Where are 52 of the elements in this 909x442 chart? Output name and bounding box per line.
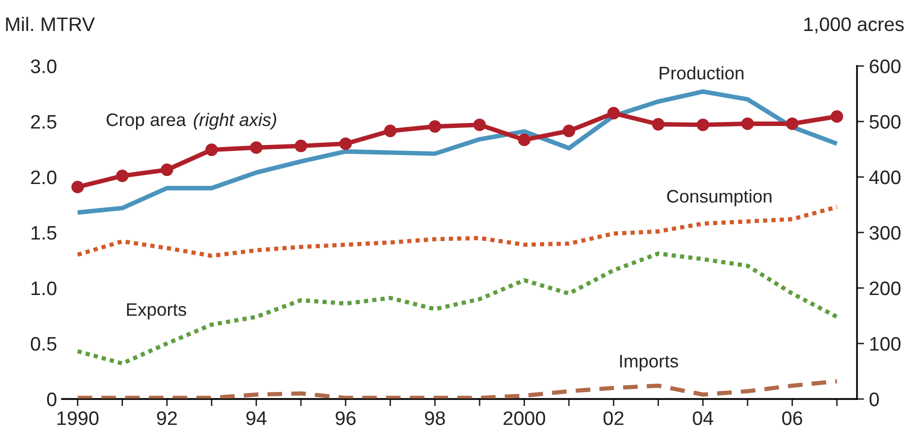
y-tick-label: 3.0 (30, 59, 56, 74)
y-axis-title: Mil. MTRV (6, 16, 95, 31)
point (696, 118, 710, 132)
x-tick-label: 2000 (504, 411, 546, 426)
point (607, 106, 620, 120)
point (205, 144, 218, 156)
x-tick-label: 1990 (57, 411, 98, 426)
series-label: Production (660, 66, 744, 80)
x-tick-label: 96 (336, 411, 356, 426)
y-tick-label: 1.5 (32, 226, 56, 240)
point (652, 118, 664, 131)
y2-tick-label: 200 (870, 281, 900, 296)
y2-tick-label: 0 (870, 392, 879, 406)
y-tick-label: 2.5 (31, 114, 56, 129)
point (518, 134, 531, 146)
y-tick-label: 1.0 (32, 281, 56, 296)
point (116, 170, 129, 182)
series-label: Consumption (667, 189, 772, 206)
y2-tick-label: 600 (870, 59, 900, 74)
x-tick-label: 02 (604, 411, 624, 426)
x-tick-label: 94 (246, 411, 267, 426)
y-tick-label: 2.0 (31, 170, 56, 184)
point (741, 117, 754, 130)
annotation: (right axis) (194, 112, 276, 130)
series-label: Exports (127, 303, 186, 320)
point (339, 137, 352, 150)
series-label: Imports (620, 354, 678, 372)
point (562, 124, 576, 138)
y-tick-label: 0 (47, 392, 56, 406)
line-series (76, 204, 839, 258)
x-tick-label: 92 (157, 411, 177, 426)
x-tick-label: 04 (692, 411, 714, 426)
series-label: Crop area (106, 113, 186, 130)
y-tick-label: 0.5 (30, 336, 56, 351)
point (250, 141, 263, 154)
point (786, 117, 798, 130)
point (294, 140, 308, 152)
line-series (76, 379, 839, 399)
y2-tick-label: 400 (869, 170, 900, 184)
point (160, 164, 174, 176)
x-tick-label: 06 (782, 411, 802, 426)
point (830, 110, 844, 123)
point (473, 118, 486, 132)
point (428, 120, 442, 133)
line-series (75, 89, 840, 215)
y2-tick-label: 100 (870, 336, 900, 351)
point (71, 180, 84, 194)
y2-tick-label: 300 (870, 226, 900, 240)
x-tick-label: 98 (425, 411, 445, 426)
y2-axis-title: 1,000 acres (804, 17, 904, 34)
y2-tick-label: 500 (870, 114, 900, 129)
point (384, 124, 397, 138)
